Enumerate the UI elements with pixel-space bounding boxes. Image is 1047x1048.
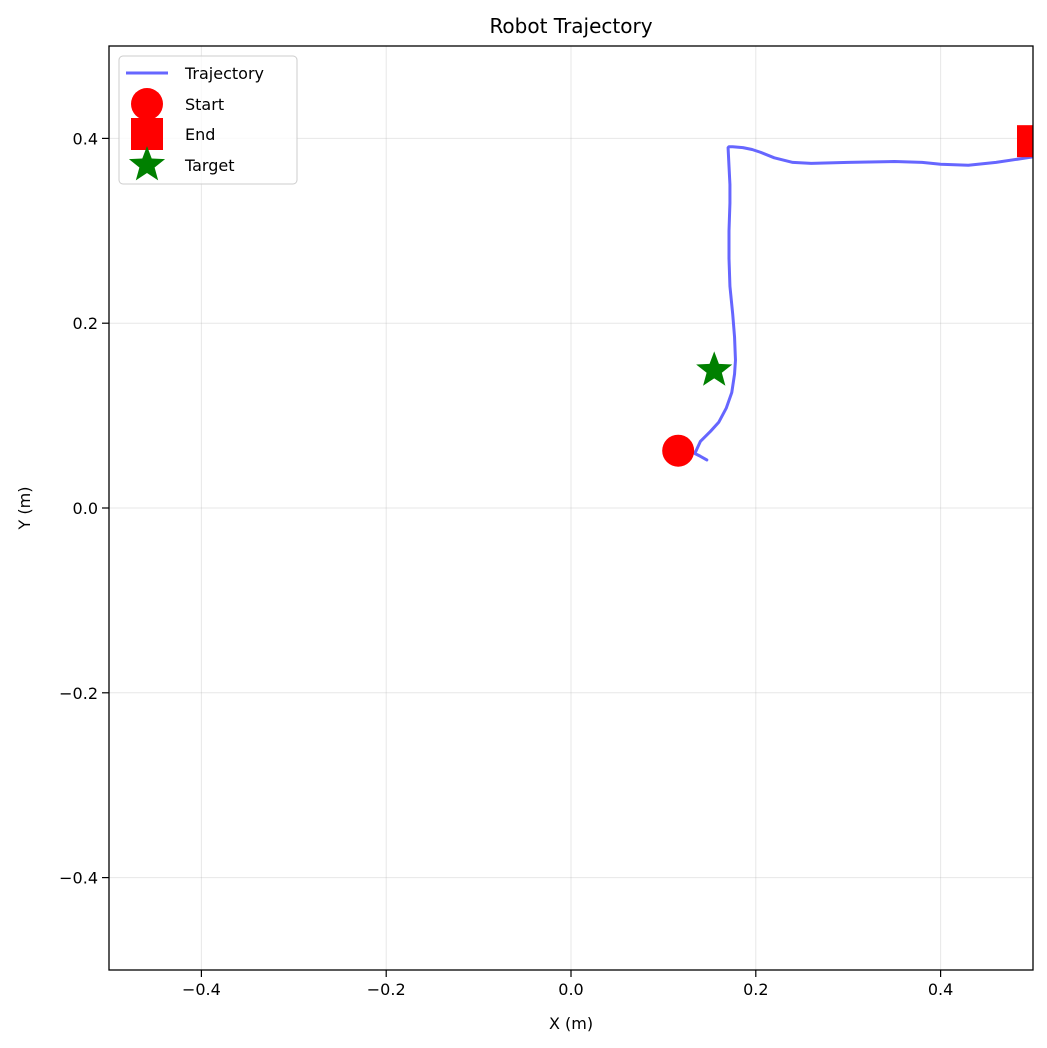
x-tick-label: −0.4 (182, 980, 221, 999)
y-tick-label: 0.4 (73, 129, 98, 148)
legend-start-swatch (131, 88, 163, 120)
grid (109, 46, 1033, 970)
y-tick-label: −0.4 (59, 869, 98, 888)
x-tick-label: 0.4 (928, 980, 953, 999)
legend-end-label: End (185, 125, 215, 144)
legend-trajectory-label: Trajectory (184, 64, 264, 83)
legend-target-swatch (128, 146, 166, 181)
target-marker (696, 351, 733, 386)
x-tick-label: 0.0 (558, 980, 583, 999)
chart-title: Robot Trajectory (489, 14, 652, 38)
x-tick-label: 0.2 (743, 980, 768, 999)
x-tick-label: −0.2 (367, 980, 406, 999)
y-axis-label: Y (m) (15, 487, 34, 531)
y-tick-label: −0.2 (59, 684, 98, 703)
legend-start-label: Start (185, 95, 224, 114)
start-marker (662, 434, 695, 467)
y-tick-label: 0.2 (73, 314, 98, 333)
y-tick-label: 0.0 (73, 499, 98, 518)
legend-box (118, 55, 298, 185)
legend: Trajectory Start End Target (118, 55, 298, 185)
trajectory-line (693, 145, 1033, 462)
plot-data (662, 125, 1033, 467)
x-axis-label: X (m) (549, 1014, 593, 1033)
axis-ticks: −0.4 −0.2 0.0 0.2 0.4 −0.4 −0.2 0.0 0.2 0.4 (59, 129, 953, 999)
legend-target-label: Target (184, 156, 235, 175)
end-marker (1017, 125, 1033, 158)
legend-end-swatch (131, 118, 163, 150)
